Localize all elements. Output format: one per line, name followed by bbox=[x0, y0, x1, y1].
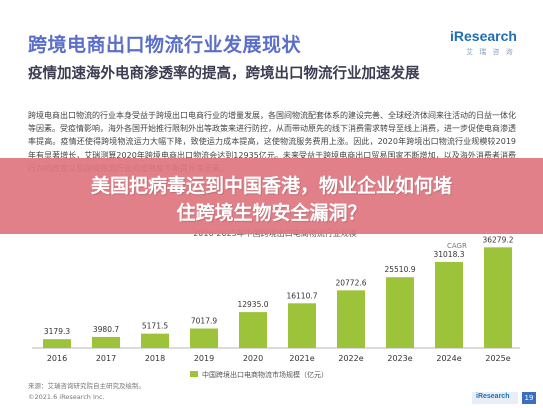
value-label-2023e: 25510.9 bbox=[384, 265, 415, 274]
x-tick-2019: 2019 bbox=[194, 354, 214, 363]
bar-2021e bbox=[288, 303, 316, 348]
bar-2022e bbox=[337, 290, 365, 348]
chart-legend: 中国跨境出口电商物流市场规模（亿元） bbox=[190, 370, 328, 379]
iresearch-logo: iResearch 艾 瑞 咨 询 bbox=[444, 26, 524, 62]
x-tick-2021e: 2021e bbox=[289, 354, 314, 363]
value-label-2019: 7017.9 bbox=[191, 317, 217, 326]
headline-line-1: 美国把病毒运到中国香港，物业企业如何堵 bbox=[90, 175, 452, 197]
footer-brand: iResearch bbox=[472, 392, 518, 404]
value-label-2020: 12935.0 bbox=[237, 300, 268, 309]
legend-label: 中国跨境出口电商物流市场规模（亿元） bbox=[202, 370, 328, 379]
x-tick-2016: 2016 bbox=[47, 354, 67, 363]
x-tick-2024e: 2024e bbox=[436, 354, 461, 363]
value-label-2021e: 16110.7 bbox=[286, 291, 317, 300]
bar-2016 bbox=[43, 339, 71, 348]
x-tick-2022e: 2022e bbox=[338, 354, 363, 363]
legend-swatch bbox=[190, 371, 198, 377]
value-label-2025e: 36279.2 bbox=[482, 235, 513, 244]
x-tick-2025e: 2025e bbox=[485, 354, 510, 363]
x-tick-2018: 2018 bbox=[145, 354, 165, 363]
page-title: 跨境电商出口物流行业发展现状 bbox=[28, 34, 302, 56]
bar-2017 bbox=[92, 336, 120, 348]
x-tick-2023e: 2023e bbox=[387, 354, 412, 363]
cagr-annotation: CAGR bbox=[447, 242, 467, 250]
slide-subtitle: 疫情加速海外电商渗透率的提高，跨境出口物流行业加速发展 bbox=[28, 66, 420, 82]
x-tick-2017: 2017 bbox=[96, 354, 116, 363]
bar-2023e bbox=[386, 277, 414, 348]
bar-2020 bbox=[239, 312, 267, 348]
bar-2025e bbox=[484, 247, 512, 348]
bar-2018 bbox=[141, 333, 169, 348]
footer-brand-text: iResearch bbox=[476, 393, 510, 400]
value-label-2017: 3980.7 bbox=[93, 325, 119, 334]
page-number: 19 bbox=[522, 392, 536, 404]
copyright-note: ©2021.6 iResearch Inc. bbox=[28, 393, 105, 401]
value-label-2024e: 31018.3 bbox=[433, 250, 464, 259]
headline-banner bbox=[0, 158, 543, 234]
bar-2024e bbox=[435, 261, 463, 348]
source-note: 来源：艾瑞咨询研究院自主研究及绘制。 bbox=[28, 382, 145, 390]
headline-text[interactable]: 美国把病毒运到中国香港，物业企业如何堵 住跨境生物安全漏洞？ bbox=[0, 173, 543, 227]
logo-wordmark: iResearch bbox=[450, 28, 517, 44]
value-label-2016: 3179.3 bbox=[44, 327, 70, 336]
x-tick-2020: 2020 bbox=[243, 354, 263, 363]
value-label-2018: 5171.5 bbox=[142, 322, 168, 331]
headline-line-2: 住跨境生物安全漏洞？ bbox=[176, 202, 367, 224]
logo-subtitle: 艾 瑞 咨 询 bbox=[466, 48, 515, 56]
value-label-2022e: 20772.6 bbox=[335, 278, 366, 287]
bar-2019 bbox=[190, 328, 218, 348]
